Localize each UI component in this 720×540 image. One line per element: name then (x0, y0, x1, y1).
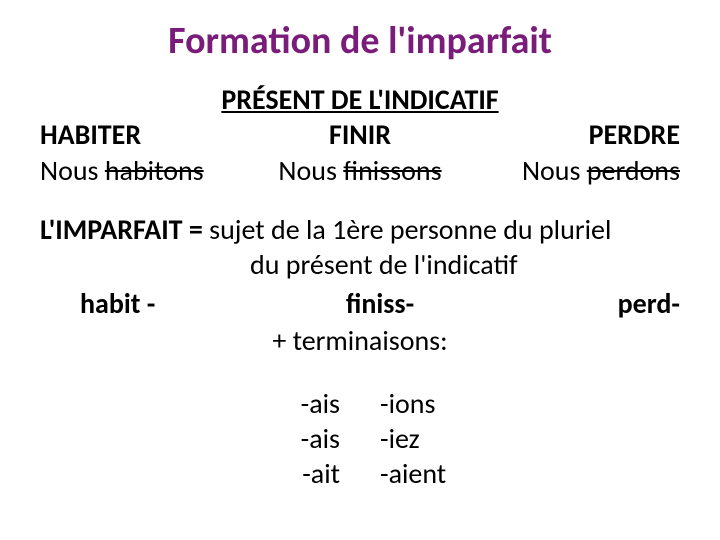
verb-habiter: HABITER (40, 117, 253, 153)
terminaisons-label: + terminaisons: (40, 323, 680, 358)
nous-finissons-pre: Nous (278, 153, 343, 188)
spacer (40, 190, 680, 212)
ending-ions: -ions (380, 386, 550, 421)
nous-habitons-strike: habitons (105, 153, 204, 188)
stem-finiss: finiss- (272, 286, 488, 321)
stems-row: habit - finiss- perd- (40, 286, 680, 321)
verb-finir: FINIR (253, 117, 466, 153)
nous-finissons-strike: finissons (343, 153, 441, 188)
endings-row-3: -ait -aient (40, 456, 680, 491)
nous-perdons-pre: Nous (522, 153, 587, 188)
imparfait-definition-line1: L'IMPARFAIT = sujet de la 1ère personne … (40, 212, 680, 247)
nous-perdons: Nous perdons (467, 153, 680, 189)
slide: Formation de l'imparfait PRÉSENT DE L'IN… (0, 0, 720, 540)
nous-habitons: Nous habitons (40, 153, 253, 189)
nous-finissons: Nous finissons (253, 153, 466, 189)
present-heading: PRÉSENT DE L'INDICATIF (40, 82, 680, 117)
nous-habitons-pre: Nous (40, 153, 105, 188)
imparfait-definition-line2: du présent de l'indicatif (40, 247, 680, 282)
nous-row: Nous habitons Nous finissons Nous perdon… (40, 153, 680, 189)
verb-perdre: PERDRE (467, 117, 680, 153)
endings-table: -ais -ions -ais -iez -ait -aient (40, 386, 680, 491)
stem-perd: perd- (488, 286, 680, 321)
imparfait-def1: sujet de la 1ère personne du pluriel (209, 212, 611, 247)
endings-row-2: -ais -iez (40, 421, 680, 456)
ending-ais-2: -ais (170, 421, 380, 456)
slide-title: Formation de l'imparfait (40, 18, 680, 64)
ending-aient: -aient (380, 456, 550, 491)
imparfait-label: L'IMPARFAIT = (40, 212, 209, 247)
ending-ait: -ait (170, 456, 380, 491)
ending-iez: -iez (380, 421, 550, 456)
stem-habit: habit - (40, 286, 272, 321)
endings-row-1: -ais -ions (40, 386, 680, 421)
nous-perdons-strike: perdons (587, 153, 680, 188)
verbs-row: HABITER FINIR PERDRE (40, 117, 680, 153)
ending-ais-1: -ais (170, 386, 380, 421)
